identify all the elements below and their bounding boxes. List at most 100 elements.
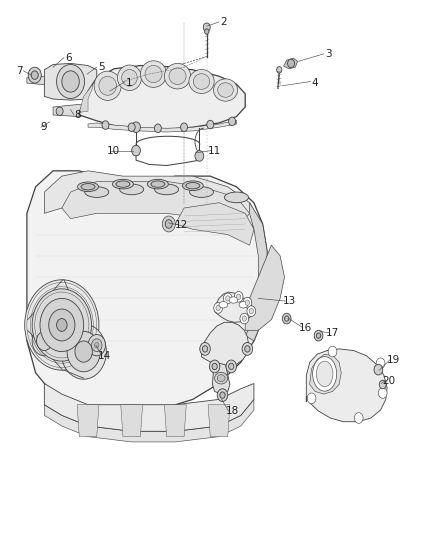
Circle shape	[307, 393, 316, 403]
Text: 17: 17	[326, 328, 339, 338]
Ellipse shape	[141, 61, 166, 87]
Ellipse shape	[217, 375, 225, 382]
Circle shape	[226, 296, 230, 301]
Circle shape	[207, 120, 214, 129]
Circle shape	[57, 319, 67, 332]
Circle shape	[237, 294, 241, 300]
Circle shape	[376, 358, 385, 368]
Ellipse shape	[169, 68, 186, 84]
Circle shape	[32, 326, 57, 356]
Polygon shape	[175, 203, 254, 245]
Circle shape	[247, 306, 256, 317]
Text: 6: 6	[65, 53, 72, 62]
Text: 5: 5	[98, 62, 104, 72]
Text: 8: 8	[74, 110, 81, 120]
Circle shape	[229, 364, 234, 369]
Text: 7: 7	[16, 66, 22, 76]
Circle shape	[378, 387, 387, 398]
Ellipse shape	[148, 179, 168, 189]
Ellipse shape	[117, 65, 141, 91]
Circle shape	[374, 365, 383, 375]
Text: 10: 10	[107, 146, 120, 156]
Circle shape	[243, 297, 252, 308]
Polygon shape	[44, 383, 254, 431]
Polygon shape	[164, 405, 186, 437]
Text: 20: 20	[382, 376, 395, 386]
Circle shape	[245, 300, 250, 305]
Text: 13: 13	[283, 296, 297, 306]
Circle shape	[195, 151, 204, 161]
Ellipse shape	[229, 297, 238, 303]
Polygon shape	[245, 245, 285, 330]
Circle shape	[209, 360, 220, 373]
Ellipse shape	[239, 302, 248, 308]
Circle shape	[354, 413, 363, 423]
Circle shape	[379, 380, 386, 389]
Polygon shape	[79, 85, 92, 112]
Ellipse shape	[215, 372, 228, 384]
Ellipse shape	[214, 79, 237, 101]
Polygon shape	[44, 399, 254, 442]
Ellipse shape	[145, 66, 162, 83]
Circle shape	[223, 293, 232, 304]
Ellipse shape	[218, 83, 233, 97]
Circle shape	[75, 341, 92, 362]
Ellipse shape	[85, 187, 109, 197]
Circle shape	[40, 298, 84, 352]
Circle shape	[200, 343, 210, 356]
Polygon shape	[201, 322, 249, 367]
Circle shape	[36, 332, 52, 351]
Text: 19: 19	[387, 354, 400, 365]
Ellipse shape	[155, 184, 179, 195]
Circle shape	[214, 303, 223, 313]
Text: 11: 11	[208, 146, 221, 156]
Polygon shape	[208, 405, 230, 437]
Circle shape	[202, 346, 208, 352]
Circle shape	[328, 346, 337, 357]
Circle shape	[240, 313, 249, 324]
Polygon shape	[79, 66, 245, 130]
Circle shape	[88, 335, 106, 356]
Text: 9: 9	[40, 122, 47, 132]
Circle shape	[316, 333, 321, 338]
Polygon shape	[27, 171, 267, 415]
Text: 18: 18	[226, 406, 239, 416]
Circle shape	[102, 121, 109, 130]
Circle shape	[162, 216, 175, 232]
Circle shape	[314, 330, 323, 341]
Circle shape	[56, 107, 63, 116]
Text: 4: 4	[312, 78, 318, 88]
Polygon shape	[212, 364, 230, 394]
Circle shape	[132, 146, 141, 156]
Text: 16: 16	[299, 322, 312, 333]
Circle shape	[249, 309, 254, 314]
Polygon shape	[27, 76, 44, 85]
Circle shape	[212, 364, 217, 369]
Polygon shape	[310, 354, 341, 394]
Circle shape	[154, 124, 161, 133]
Circle shape	[216, 305, 220, 311]
Text: 3: 3	[325, 49, 332, 59]
Circle shape	[25, 280, 99, 370]
Ellipse shape	[219, 302, 228, 308]
Polygon shape	[77, 405, 99, 437]
Ellipse shape	[224, 192, 248, 203]
Text: 14: 14	[98, 351, 111, 361]
Circle shape	[61, 324, 106, 379]
Circle shape	[132, 122, 141, 133]
Ellipse shape	[189, 69, 214, 93]
Polygon shape	[88, 120, 237, 132]
Ellipse shape	[78, 182, 99, 191]
Circle shape	[165, 220, 172, 228]
Ellipse shape	[113, 179, 134, 189]
Circle shape	[67, 332, 100, 372]
Polygon shape	[121, 405, 143, 437]
Ellipse shape	[164, 63, 191, 89]
Ellipse shape	[151, 181, 165, 187]
Circle shape	[245, 346, 250, 352]
Circle shape	[128, 123, 135, 132]
Circle shape	[92, 339, 102, 352]
Ellipse shape	[186, 182, 200, 189]
Ellipse shape	[193, 74, 210, 89]
Circle shape	[226, 360, 237, 373]
